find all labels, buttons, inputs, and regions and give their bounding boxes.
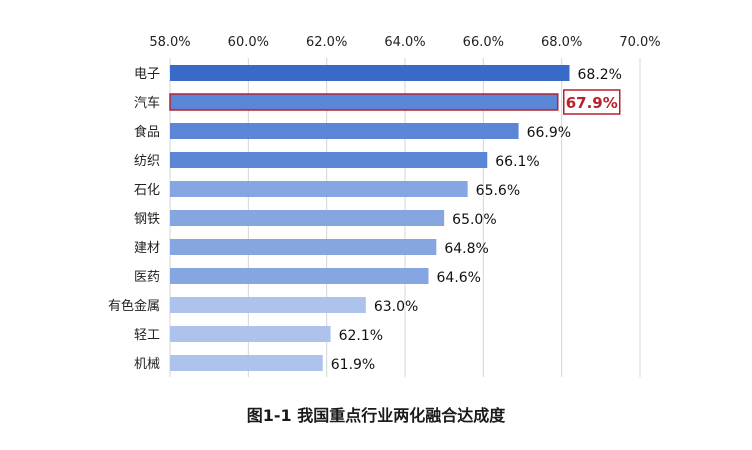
value-label-highlighted: 67.9% [566, 94, 618, 112]
bar [170, 326, 331, 342]
bar [170, 239, 437, 255]
category-label: 建材 [134, 241, 160, 256]
value-label: 61.9% [331, 357, 375, 373]
bar-chart: 58.0% 60.0% 62.0% 64.0% 66.0% 68.0% 70.0% 电子 68.… [108, 35, 661, 377]
x-tick-label: 70.0% [619, 35, 660, 50]
category-label: 纺织 [134, 154, 160, 169]
category-label: 石化 [134, 183, 160, 198]
value-label: 62.1% [339, 328, 383, 344]
bar [170, 210, 445, 226]
bar [170, 152, 488, 168]
value-label: 65.6% [476, 183, 520, 199]
value-label: 63.0% [374, 299, 418, 315]
x-tick-label: 58.0% [149, 35, 190, 50]
category-label: 钢铁 [134, 212, 160, 227]
bar-highlighted [169, 93, 559, 111]
chart-caption: 图1-1 我国重点行业两化融合达成度 [246, 406, 506, 425]
category-label: 食品 [134, 124, 160, 140]
category-label: 医药 [134, 270, 160, 285]
value-label: 66.1% [495, 154, 539, 170]
bar [170, 355, 323, 371]
value-label: 66.9% [527, 125, 571, 141]
value-label: 64.8% [444, 241, 488, 257]
category-label: 电子 [134, 67, 160, 82]
x-tick-label: 60.0% [228, 35, 269, 50]
value-label: 64.6% [437, 270, 481, 286]
bar [170, 65, 570, 81]
category-label: 机械 [134, 357, 160, 372]
bar [170, 268, 429, 284]
x-tick-label: 68.0% [541, 35, 582, 50]
value-label: 68.2% [578, 67, 622, 83]
bar [170, 181, 468, 197]
x-tick-label: 64.0% [384, 35, 425, 50]
x-tick-label: 66.0% [463, 35, 504, 50]
category-label: 汽车 [134, 95, 160, 111]
category-label: 有色金属 [108, 298, 160, 314]
category-label: 轻工 [134, 328, 160, 343]
bar [170, 123, 519, 139]
value-label: 65.0% [452, 212, 496, 228]
x-tick-label: 62.0% [306, 35, 347, 50]
value-label-box [563, 89, 621, 115]
bar [170, 297, 366, 313]
